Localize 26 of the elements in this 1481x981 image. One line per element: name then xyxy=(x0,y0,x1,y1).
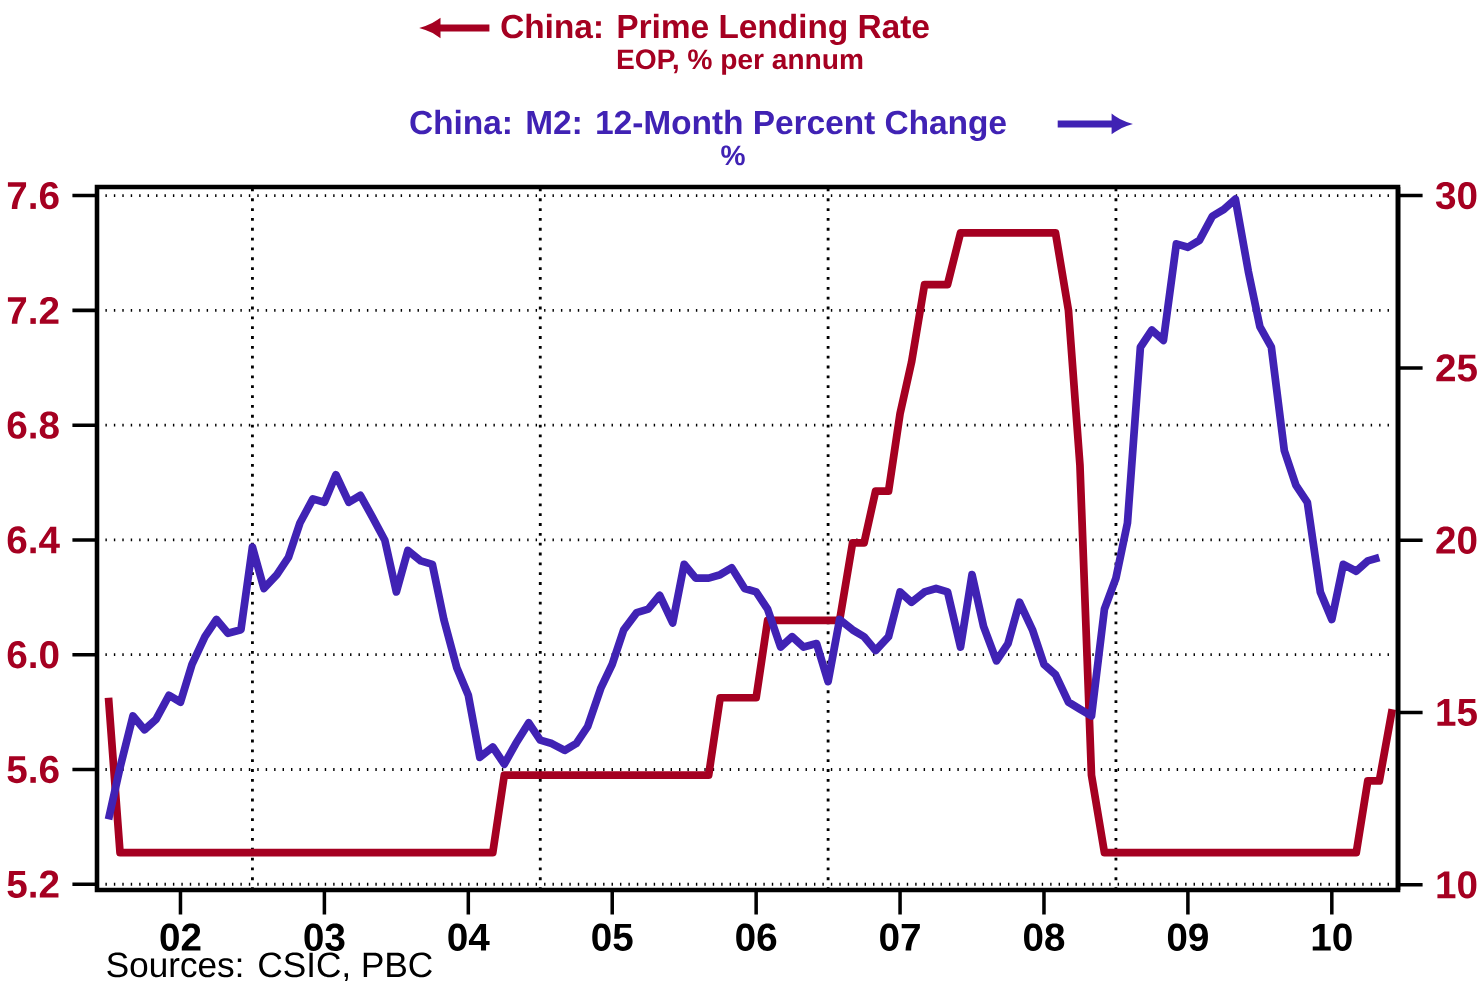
y-tick-label: 6.8 xyxy=(7,411,59,439)
source-note: Sources: CSIC, PBC xyxy=(107,952,432,981)
y-axis-title: EOP, % per annum xyxy=(617,49,863,75)
text: % xyxy=(721,145,745,166)
x-tick-label: 06 xyxy=(736,923,777,951)
y-tick-label: 7.6 xyxy=(7,181,59,210)
legend-label: China: Prime Lending Rate xyxy=(501,13,929,46)
y-tick-label: 5.6 xyxy=(7,755,59,784)
y2-tick-label: 10 xyxy=(1437,871,1477,899)
x-tick-label: 09 xyxy=(1167,923,1208,951)
y-tick-label: 5.2 xyxy=(7,870,59,898)
x-tick-label: 05 xyxy=(592,923,633,951)
y2-tick-label: 15 xyxy=(1437,699,1477,727)
y-tick-label: 7.2 xyxy=(7,296,59,324)
x-tick-label: 08 xyxy=(1024,923,1065,951)
x-tick-label: 03 xyxy=(304,923,345,951)
x-tick-label: 07 xyxy=(880,923,920,951)
y-tick-label: 6.0 xyxy=(7,641,59,669)
x-tick-label: 10 xyxy=(1312,923,1352,951)
x-tick-label: 02 xyxy=(160,923,201,951)
y-tick-label: 6.4 xyxy=(7,526,60,554)
y2-tick-label: 25 xyxy=(1436,354,1477,382)
y2-tick-label: 20 xyxy=(1436,526,1477,554)
x-tick-label: 04 xyxy=(448,923,490,951)
text: China: M2: 12-Month Percent Change xyxy=(410,109,1006,142)
y2-tick-label: 30 xyxy=(1435,181,1477,210)
